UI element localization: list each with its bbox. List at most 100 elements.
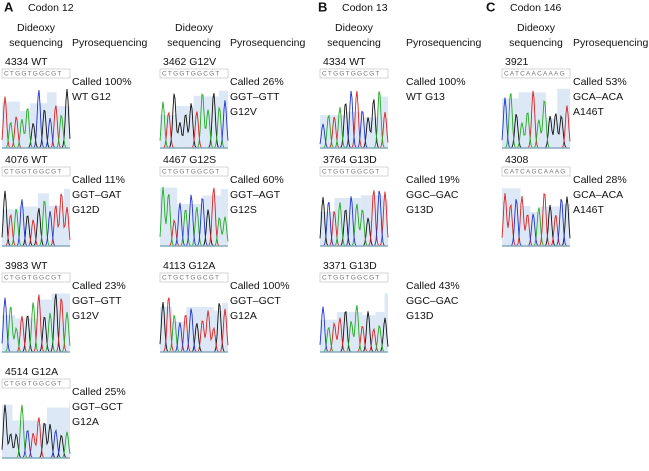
sample-id: 3371 G13D <box>323 260 377 272</box>
sequence: CTGGTGGCGT <box>4 275 63 282</box>
call-line: WT G13 <box>406 91 445 103</box>
shade <box>561 204 570 246</box>
sequence-box <box>1 166 71 177</box>
call-line: G12D <box>72 204 100 216</box>
sequence: CATCAGCAAAG <box>504 169 567 176</box>
sample-id: 4334 WT <box>323 56 366 68</box>
panel-title: Codon 13 <box>342 2 388 14</box>
shade <box>557 88 570 148</box>
shade <box>63 188 70 246</box>
dideoxy-header: sequencing <box>167 37 221 49</box>
pyro-header: Pyrosequencing <box>230 37 305 49</box>
sequence-box <box>159 272 229 283</box>
sample-id: 4334 WT <box>5 56 48 68</box>
call-line: Called 26% <box>230 76 284 88</box>
panel-label: C <box>486 0 496 14</box>
sample-id: 4113 G12A <box>163 260 215 272</box>
call-line: Called 11% <box>72 174 125 186</box>
sequence: CTGGTGGCGT <box>4 169 63 176</box>
call-line: A146T <box>573 106 605 118</box>
sequence-box <box>319 166 389 177</box>
sequence: CTGGTGGCGT <box>322 71 381 78</box>
call-line: WT G12 <box>72 91 111 103</box>
call-line: Called 100% <box>230 280 290 292</box>
call-line: G13D <box>406 204 434 216</box>
call-line: GCA–ACA <box>573 189 623 201</box>
shade <box>69 402 70 458</box>
call-line: GGC–GAC <box>406 295 459 307</box>
shade <box>37 193 49 246</box>
shade <box>377 96 388 148</box>
call-line: Called 53% <box>573 76 627 88</box>
sequence-box <box>1 68 71 79</box>
call-line: Called 60% <box>230 174 284 186</box>
call-line: Called 28% <box>573 174 627 186</box>
call-line: Called 43% <box>406 280 460 292</box>
sample-id: 3764 G13D <box>323 154 377 166</box>
call-line: Called 100% <box>406 76 466 88</box>
trace <box>320 305 388 353</box>
sequence: CTGGTGGCGT <box>162 169 221 176</box>
sequence: CTGGTGGCGT <box>322 275 381 282</box>
pyro-header: Pyrosequencing <box>72 37 147 49</box>
sample-id: 3921 <box>505 56 529 68</box>
sequence: CTGGTGGCGT <box>4 381 63 388</box>
shade <box>384 293 388 352</box>
sequence-box <box>501 166 571 177</box>
panel-title: Codon 146 <box>510 2 562 14</box>
call-line: G13D <box>406 310 434 322</box>
pyro-header: Pyrosequencing <box>573 37 648 49</box>
sequence-box <box>319 272 389 283</box>
call-line: GGT–GTT <box>72 295 122 307</box>
call-line: GCA–ACA <box>573 91 623 103</box>
sample-id: 3983 WT <box>5 260 48 272</box>
shade <box>384 198 388 246</box>
sample-id: 4514 G12A <box>5 366 58 378</box>
dideoxy-header: Dideoxy <box>17 22 56 34</box>
shade <box>46 92 57 148</box>
shade <box>362 117 378 148</box>
call-line: G12V <box>72 310 99 322</box>
shade <box>51 293 70 352</box>
call-line: GGC–GAC <box>406 189 459 201</box>
sequence-box <box>501 68 571 79</box>
sequence: CTGGTGGCGT <box>162 71 221 78</box>
shade <box>545 118 558 148</box>
panel-label: A <box>4 0 14 14</box>
panel-title: Codon 12 <box>28 2 74 14</box>
call-line: Called 100% <box>72 76 132 88</box>
call-line: Called 23% <box>72 280 126 292</box>
dideoxy-header: Dideoxy <box>335 22 374 34</box>
sample-id: 4467 G12S <box>163 154 216 166</box>
shade <box>18 206 38 246</box>
sample-id: 4076 WT <box>5 154 48 166</box>
sequence-box <box>1 272 71 283</box>
sequence: CTGGTGGCGT <box>4 71 63 78</box>
call-line: GGT–GTT <box>230 91 280 103</box>
shade <box>213 310 223 352</box>
shade <box>160 115 177 148</box>
dideoxy-header: Dideoxy <box>175 22 214 34</box>
shade <box>539 206 551 246</box>
sequence-box <box>1 378 71 389</box>
shade <box>2 209 19 246</box>
dideoxy-header: sequencing <box>9 37 63 49</box>
dideoxy-header: sequencing <box>327 37 381 49</box>
sequence-box <box>159 68 229 79</box>
sample-id: 4308 <box>505 154 529 166</box>
sample-id: 3462 G12V <box>163 56 216 68</box>
trace <box>502 198 570 247</box>
dideoxy-header: sequencing <box>509 37 563 49</box>
call-line: GGT–AGT <box>230 189 281 201</box>
call-line: GGT–GAT <box>72 189 122 201</box>
shade <box>201 96 219 148</box>
call-line: A146T <box>573 204 605 216</box>
call-line: GGT–GCT <box>230 295 281 307</box>
call-line: G12A <box>72 416 99 428</box>
shade <box>362 315 376 352</box>
shade <box>30 103 47 148</box>
sequence-box <box>319 68 389 79</box>
shade <box>360 195 385 246</box>
call-line: GGT–GCT <box>72 401 123 413</box>
